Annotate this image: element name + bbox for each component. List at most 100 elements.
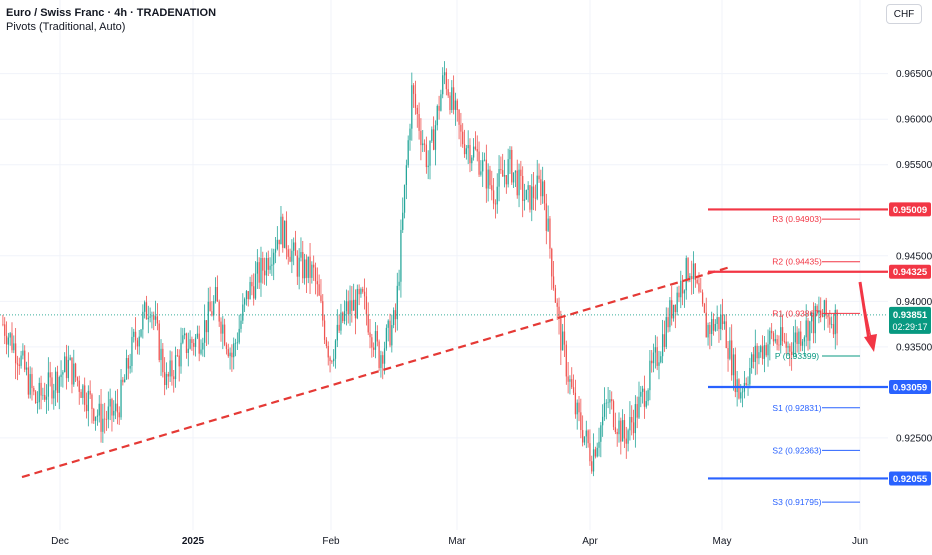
candle-body (273, 252, 275, 265)
candle-body (623, 420, 626, 439)
candle-body (789, 345, 791, 352)
candle-body (774, 339, 776, 342)
candle-body (89, 390, 91, 395)
level-price-tag[interactable] (889, 202, 931, 217)
candle-body (65, 356, 68, 379)
candle-body (425, 144, 427, 168)
candle-body (496, 186, 498, 205)
candle-body (256, 262, 258, 274)
level-price-tag[interactable] (889, 380, 931, 395)
candle-body (745, 382, 747, 385)
candle-body (663, 334, 666, 347)
candle-body (380, 355, 382, 368)
candle-body (636, 404, 638, 418)
candle-body (80, 391, 82, 398)
candle-body (536, 175, 538, 199)
candle-body (814, 306, 816, 334)
candle-body (198, 333, 200, 354)
candle-body (96, 415, 99, 417)
candle-body (796, 332, 798, 344)
candle-body (660, 356, 662, 363)
candle-body (656, 347, 658, 366)
candle-body (503, 175, 506, 177)
candle-body (254, 273, 257, 299)
candle-body (741, 391, 744, 393)
candle-body (672, 304, 675, 319)
candle-body (527, 185, 529, 191)
candle-body (162, 348, 164, 373)
candle-body (494, 203, 497, 205)
candle-body (463, 144, 466, 155)
candle-body (649, 360, 651, 391)
candle-body (349, 300, 351, 315)
candle-body (338, 324, 340, 331)
candle-body (49, 372, 51, 378)
grid (0, 0, 888, 530)
candle-body (42, 394, 44, 396)
candle-body (451, 87, 453, 111)
candle-body (589, 443, 591, 462)
candle-body (403, 184, 406, 213)
currency-badge[interactable]: CHF (886, 4, 922, 24)
candle-body (714, 323, 716, 331)
y-tick-label: 0.95500 (896, 160, 932, 171)
current-price-tag[interactable] (889, 306, 931, 334)
candle-body (812, 312, 815, 334)
candle-body (831, 324, 833, 325)
candle-body (647, 390, 649, 402)
candle-body (104, 418, 106, 420)
candle-body (482, 160, 484, 172)
candle-body (376, 331, 378, 342)
candle-body (600, 425, 602, 442)
candle-body (542, 181, 544, 197)
candle-body (783, 341, 786, 342)
trend-line[interactable] (21, 266, 729, 479)
candle-body (280, 216, 282, 245)
y-tick-label: 0.93500 (896, 342, 932, 353)
candle-body (9, 333, 11, 338)
candle-body (492, 190, 495, 204)
candle-body (353, 299, 355, 311)
candle-body (351, 300, 353, 311)
candle-body (531, 186, 533, 210)
candle-body (374, 331, 377, 350)
candle-body (772, 333, 775, 342)
candle-body (396, 285, 398, 320)
candle-body (547, 218, 549, 231)
indicator-label[interactable]: Pivots (Traditional, Auto) (6, 21, 126, 33)
candle-body (160, 348, 162, 361)
candle-body (691, 276, 693, 280)
level-price-tag[interactable] (889, 471, 931, 486)
candle-body (283, 220, 286, 248)
time-axis[interactable] (0, 530, 888, 550)
symbol-title[interactable]: Euro / Swiss Franc · 4h · TRADENATION (6, 7, 217, 19)
candles (2, 61, 838, 477)
candle-body (651, 360, 653, 364)
candle-body (278, 239, 280, 245)
candle-body (2, 324, 4, 325)
candle-body (131, 336, 133, 366)
level-price-tag[interactable] (889, 264, 931, 279)
pivot-label-S2: S2 (0.92363) (772, 445, 821, 455)
candle-body (614, 427, 617, 432)
candle-body (565, 344, 567, 377)
candle-body (385, 327, 388, 349)
candle-body (418, 114, 420, 131)
candle-body (309, 256, 311, 278)
y-tick-label: 0.96500 (896, 69, 932, 80)
candle-body (694, 263, 696, 280)
candle-body (818, 310, 820, 314)
candle-body (207, 301, 209, 333)
current-price-label: 0.93851 (893, 310, 928, 321)
pivot-label-R2: R2 (0.94435) (772, 257, 822, 267)
candle-body (427, 165, 429, 168)
candle-body (458, 109, 460, 125)
candle-body (440, 94, 442, 111)
candle-body (572, 387, 575, 393)
candle-body (571, 379, 573, 388)
candle-body (193, 342, 195, 347)
candle-body (200, 349, 202, 354)
candle-body (373, 347, 375, 350)
